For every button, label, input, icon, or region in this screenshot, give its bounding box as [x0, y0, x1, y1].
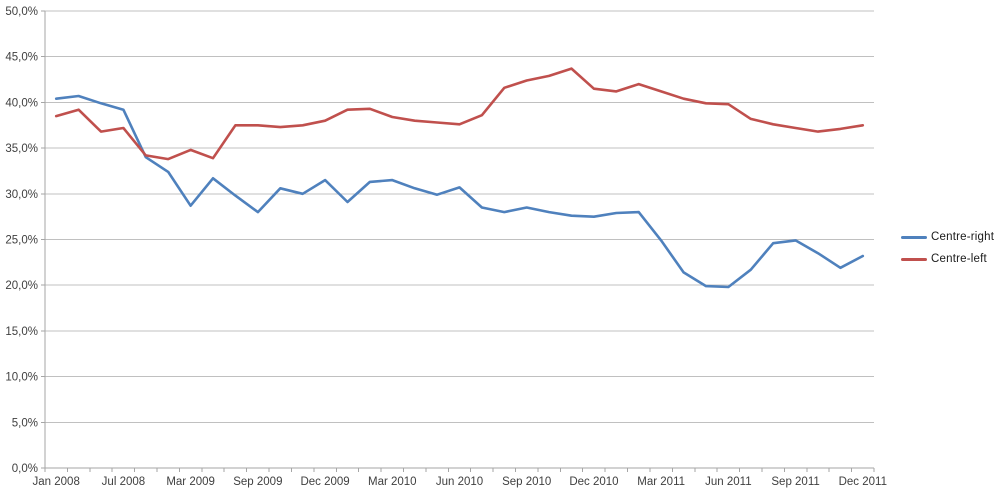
- x-tick-label: Sep 2011: [771, 476, 819, 488]
- legend-item-centre-left: Centre-left: [901, 248, 994, 270]
- x-tick-label: Jan 2008: [33, 476, 80, 488]
- x-tick-label: Mar 2009: [166, 476, 215, 488]
- x-tick-label: Dec 2009: [300, 476, 349, 488]
- legend-item-centre-right: Centre-right: [901, 226, 994, 248]
- y-tick-label: 30,0%: [5, 189, 38, 201]
- y-tick-label: 20,0%: [5, 280, 38, 292]
- x-tick-label: Mar 2011: [637, 476, 685, 488]
- legend-line-sample-red: [901, 257, 927, 261]
- legend-line-sample-blue: [901, 235, 927, 239]
- series-line-centre-right: [54, 94, 865, 289]
- y-tick-label: 25,0%: [5, 235, 38, 247]
- x-tick-label: Jun 2011: [705, 476, 751, 488]
- chart-legend: Centre-right Centre-left: [901, 226, 994, 270]
- y-tick-label: 5,0%: [12, 417, 38, 429]
- legend-label-centre-right: Centre-right: [931, 231, 995, 243]
- x-tick-label: Dec 2011: [839, 476, 887, 488]
- x-tick-label: Dec 2010: [569, 476, 618, 488]
- y-tick-label: 15,0%: [5, 326, 38, 338]
- y-tick-label: 40,0%: [5, 97, 38, 109]
- x-tick-label: Jul 2008: [102, 476, 145, 488]
- x-tick-label: Sep 2010: [502, 476, 551, 488]
- x-tick-label: Jun 2010: [436, 476, 483, 488]
- y-tick-label: 45,0%: [5, 52, 38, 64]
- y-tick-label: 10,0%: [5, 372, 38, 384]
- y-tick-label: 50,0%: [5, 6, 38, 18]
- x-tick-label: Sep 2009: [233, 476, 282, 488]
- series-line-centre-left: [54, 67, 865, 161]
- x-tick-label: Mar 2010: [368, 476, 417, 488]
- y-tick-label: 0,0%: [12, 463, 38, 475]
- y-tick-label: 35,0%: [5, 143, 38, 155]
- legend-label-centre-left: Centre-left: [931, 253, 987, 265]
